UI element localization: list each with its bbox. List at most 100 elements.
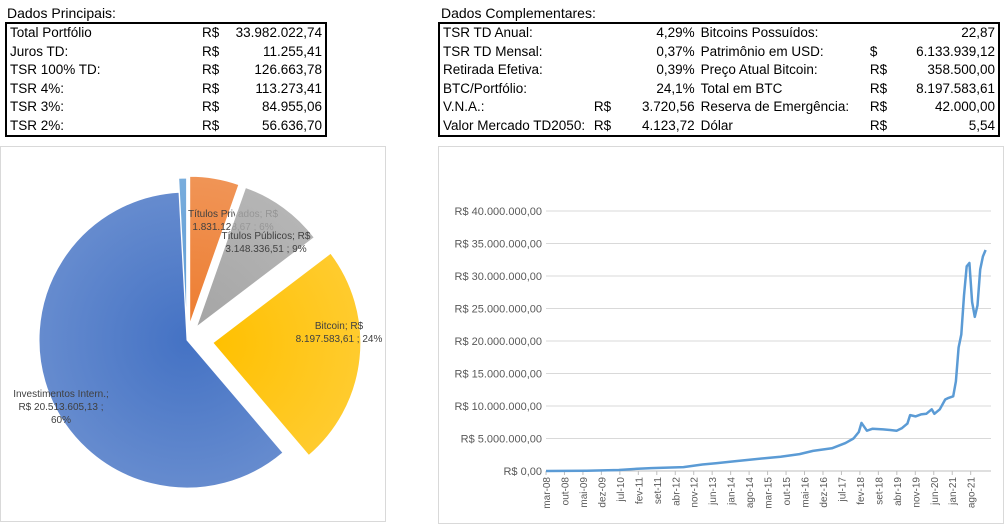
pie-slice-label: Títulos Públicos; R$ 3.148.336,51 ; 9% [222, 231, 311, 255]
row-value: 0,39% [656, 62, 695, 78]
table-row: Total Portfólio R$ 33.982.022,74 [6, 23, 326, 43]
principal-title: Dados Principais: [7, 5, 116, 21]
currency: R$ [593, 99, 612, 115]
row-value-2: 22,87 [961, 25, 995, 41]
table-row: TSR 2%: R$ 56.636,70 [6, 117, 326, 137]
x-tick-label: out-08 [560, 477, 571, 506]
series-line [545, 249, 987, 473]
row-label: TSR TD Mensal: [443, 43, 543, 59]
row-value-2: 8.197.583,61 [916, 80, 995, 96]
row-value: 11.255,41 [262, 43, 322, 59]
y-tick-label: R$ 30.000.000,00 [455, 271, 542, 283]
x-tick-label: dez-09 [597, 477, 608, 508]
table-row: Retirada Efetiva: 0,39% Preço Atual Bitcoi… [439, 61, 999, 80]
pie-slice-label: Bitcoin; R$ 8.197.583,61 ; 24% [296, 321, 383, 345]
y-tick-label: R$ 40.000.000,00 [455, 206, 542, 218]
pie-slice-label: Investimentos Intern.; R$ 20.513.605,13 ;… [13, 389, 109, 426]
currency-2: R$ [869, 80, 888, 96]
x-tick-label: out-15 [782, 477, 793, 506]
table-row: TSR TD Anual: 4,29% Bitcoins Possuídos: 22,… [439, 23, 999, 43]
x-tick-label: nov-19 [911, 477, 922, 508]
pie-slice [178, 177, 188, 327]
row-value: 24,1% [656, 80, 695, 96]
y-tick-label: R$ 15.000.000,00 [455, 369, 542, 381]
currency-2: R$ [869, 117, 888, 133]
portfolio-pie-chart: Títulos Privados; R$1.831.128,67 ; 6%Tít… [13, 175, 383, 489]
pie-chart-panel: Títulos Privados; R$1.831.128,67 ; 6%Tít… [0, 146, 386, 522]
x-tick-label: set-11 [653, 477, 664, 504]
row-label: V.N.A.: [443, 99, 485, 115]
currency: R$ [593, 117, 612, 133]
x-tick-label: ago-14 [745, 477, 756, 509]
pie-slice [38, 191, 284, 489]
row-value: 0,37% [656, 43, 695, 59]
table-row: Juros TD: R$ 11.255,41 [6, 43, 326, 62]
complementar-table: TSR TD Anual: 4,29% Bitcoins Possuídos: 22,… [438, 22, 1000, 137]
x-tick-label: mar-08 [542, 477, 553, 509]
currency: R$ [202, 117, 220, 133]
currency-2: R$ [869, 62, 888, 78]
currency: R$ [202, 80, 220, 96]
y-tick-label: R$ 0,00 [503, 466, 542, 478]
row-label: TSR 4%: [10, 80, 65, 96]
table-row: TSR 100% TD: R$ 126.663,78 [6, 61, 326, 80]
y-tick-label: R$ 10.000.000,00 [455, 401, 542, 413]
row-value-2: 42.000,00 [934, 99, 995, 115]
x-tick-label: ago-21 [967, 477, 978, 509]
row-label: TSR TD Anual: [443, 25, 533, 41]
row-value: 3.720,56 [642, 99, 695, 115]
row-label-2: Reserva de Emergência: [700, 99, 850, 115]
row-value-2: 358.500,00 [927, 62, 995, 78]
x-tick-label: abr-19 [893, 477, 904, 506]
pie-slice [189, 175, 240, 325]
currency [591, 80, 617, 99]
y-tick-label: R$ 35.000.000,00 [455, 239, 542, 251]
x-tick-label: abr-12 [671, 477, 682, 506]
row-label: Retirada Efetiva: [443, 62, 543, 78]
currency-2: $ [869, 43, 878, 59]
table-row: Valor Mercado TD2050: R$ 4.123,72 Dólar R$ 5,… [439, 117, 999, 137]
row-label: TSR 2%: [10, 117, 65, 133]
row-label-2: Preço Atual Bitcoin: [700, 62, 818, 78]
row-value: 84.955,06 [261, 99, 322, 115]
row-label: TSR 3%: [10, 99, 65, 115]
row-value: 4,29% [656, 25, 695, 41]
x-tick-label: jul-17 [837, 477, 848, 503]
row-label-2: Patrimônio em USD: [700, 43, 824, 59]
table-row: BTC/Portfólio: 24,1% Total em BTC R$ 8.197.5… [439, 80, 999, 99]
row-label-2: Total em BTC [700, 80, 783, 96]
x-tick-label: mai-16 [801, 477, 812, 508]
x-tick-label: fev-18 [856, 477, 867, 505]
y-tick-label: R$ 25.000.000,00 [455, 304, 542, 316]
currency-2 [867, 23, 890, 43]
row-label-2: Bitcoins Possuídos: [700, 25, 819, 41]
table-row: TSR 4%: R$ 113.273,41 [6, 80, 326, 99]
currency: R$ [202, 43, 220, 59]
currency: R$ [202, 62, 220, 78]
table-row: TSR 3%: R$ 84.955,06 [6, 98, 326, 117]
currency: R$ [202, 99, 220, 115]
row-value: 33.982.022,74 [235, 25, 322, 41]
pie-slice [195, 186, 315, 329]
x-tick-label: mar-15 [764, 477, 775, 509]
row-value: 56.636,70 [261, 117, 322, 133]
row-label: Juros TD: [10, 43, 69, 59]
x-tick-label: nov-12 [690, 477, 701, 508]
currency: R$ [202, 25, 220, 41]
pie-slice [212, 252, 362, 457]
row-value: 126.663,78 [254, 62, 322, 78]
table-row: TSR TD Mensal: 0,37% Patrimônio em USD: $6.… [439, 43, 999, 62]
principal-table: Total Portfólio R$ 33.982.022,74 Juros TD: R… [5, 22, 327, 137]
x-tick-label: jun-20 [930, 477, 941, 506]
y-tick-label: R$ 20.000.000,00 [455, 336, 542, 348]
currency [591, 61, 617, 80]
row-label: BTC/Portfólio: [443, 80, 528, 96]
x-tick-label: fev-11 [634, 477, 645, 504]
portfolio-line-chart: R$ 0,00 R$ 5.000.000,00 R$ 10.000.000,00 R$… [455, 206, 991, 509]
currency [591, 23, 617, 43]
x-tick-label: mai-09 [579, 477, 590, 508]
complementar-title: Dados Complementares: [441, 5, 596, 21]
currency [591, 43, 617, 62]
x-tick-label: dez-16 [819, 477, 830, 508]
x-tick-label: set-18 [874, 477, 885, 505]
